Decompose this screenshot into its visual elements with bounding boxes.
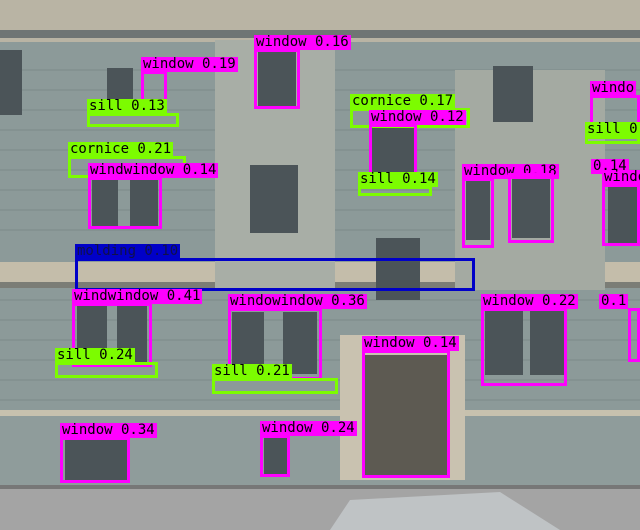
det-label: window 0.16 [254,34,351,50]
det-label: sill 0.21 [212,363,292,379]
det-label: cornice 0.21 [68,141,174,157]
det-window-13: window 0.14 [362,336,459,478]
det-window-1: window 0.16 [254,35,351,109]
det-window-9: windwindow 0.41 [72,289,203,367]
det-label: windo [590,80,637,96]
det-window-14: window 0.34 [60,423,157,483]
det-sill-1: sill 0.13 [87,99,179,127]
det-sill-2: sill 0 [585,122,640,144]
det-sill-4: sill 0.24 [55,348,158,378]
det-window-7: 0.14 [508,159,629,243]
det-window-2: window 0.19 [141,57,238,109]
det-label: windwindow 0.41 [72,288,203,304]
det-label: windowindow 0.36 [228,293,367,309]
det-window-6: window 0.18 [462,164,559,248]
det-label: windo [602,170,640,185]
det-label: window 0.22 [481,293,578,309]
det-molding-1: molding 0.10 [75,244,475,291]
det-window-5: windwindow 0.14 [88,163,219,229]
det-label: window 0.14 [362,335,459,351]
det-label: 0.1 [599,293,629,309]
det-label: sill 0.13 [87,98,167,114]
det-cornice-2: cornice 0.21 [68,142,186,178]
det-label: sill 0 [585,121,640,137]
det-label: window 0.34 [60,422,157,438]
det-window-8: windo [602,170,640,246]
det-window-12: 0.1 [599,294,640,362]
det-window-3: window 0.12 [369,110,466,186]
det-label: window 0.12 [369,109,466,125]
det-label: window 0.24 [260,420,357,436]
det-label: cornice 0.17 [350,93,456,109]
det-label: window 0.19 [141,56,238,72]
det-sill-3: sill 0.14 [358,172,438,196]
det-sill-5: sill 0.21 [212,364,338,394]
det-window-15: window 0.24 [260,421,357,477]
det-label: sill 0.14 [358,171,438,187]
det-label: molding 0.10 [75,243,181,259]
det-window-11: window 0.22 [481,294,578,386]
det-label: sill 0.24 [55,347,135,363]
det-label: windwindow 0.14 [88,162,219,178]
